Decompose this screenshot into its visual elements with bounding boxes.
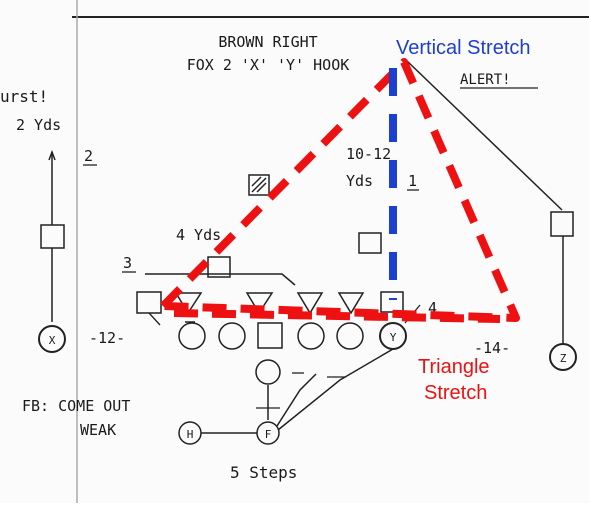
depth-10-12-label: 10-12	[346, 145, 391, 163]
x-receiver-label: X	[49, 334, 56, 347]
hatch-line	[256, 182, 267, 193]
z-receiver	[549, 343, 577, 371]
route-4-label: 4	[428, 299, 437, 317]
right-defender-square	[550, 211, 574, 237]
lineman-triangle	[337, 292, 365, 315]
x-receiver	[38, 325, 66, 353]
z-route-line	[405, 59, 563, 211]
steps-label: 5 Steps	[230, 463, 297, 482]
play-title: FOX 2 'X' 'Y' HOOK	[187, 56, 350, 74]
route-3-label: 3	[123, 254, 132, 272]
defender-square	[380, 291, 404, 313]
center-square	[257, 322, 283, 349]
triangle-stretch-label-line-2: Stretch	[424, 382, 487, 404]
left-defender-square	[40, 224, 65, 249]
split-left-label: -12-	[89, 329, 125, 347]
lineman-triangle	[245, 292, 274, 315]
offensive-lineman	[178, 322, 206, 350]
split-right-label: -14-	[474, 339, 510, 357]
route-2-label: 2	[84, 147, 93, 165]
triangle-stretch-label-line-1: Triangle	[418, 356, 490, 378]
fb-note-line-2: WEAK	[80, 421, 116, 439]
fullback-route-outer	[277, 348, 394, 431]
triangle-base-line	[173, 309, 501, 323]
route-1-label: 1	[408, 172, 417, 190]
offensive-lineman	[336, 322, 364, 350]
hatch-line	[251, 176, 262, 187]
defender-tick	[148, 312, 161, 326]
vertical-stretch-label: Vertical Stretch	[396, 37, 531, 59]
burst-label: urst!	[0, 87, 48, 106]
triangle-stretch-outline	[159, 58, 520, 322]
alert-label: ALERT!	[460, 72, 511, 88]
fb-note-line-1: FB: COME OUT	[22, 397, 130, 415]
z-receiver-label: Z	[560, 352, 567, 365]
quarterback	[255, 359, 281, 385]
fullback-label: F	[265, 428, 272, 441]
fullback	[256, 421, 280, 445]
halfback-label: H	[187, 428, 194, 441]
linebacker-square	[207, 256, 231, 278]
depth-4yds-label: 4 Yds	[176, 226, 221, 244]
defensive-end-square	[136, 291, 162, 314]
burst-depth-label: 2 Yds	[16, 116, 61, 134]
route-3-line	[145, 273, 296, 286]
offensive-lineman	[297, 322, 325, 350]
y-end-label: Y	[390, 331, 397, 344]
offensive-lineman	[218, 322, 246, 350]
formation-title: BROWN RIGHT	[218, 33, 317, 51]
fullback-route	[276, 373, 317, 427]
hatch-line	[251, 177, 267, 193]
linebacker-square	[358, 232, 382, 254]
lineman-triangle	[296, 292, 324, 315]
depth-yds-label: Yds	[346, 172, 373, 190]
